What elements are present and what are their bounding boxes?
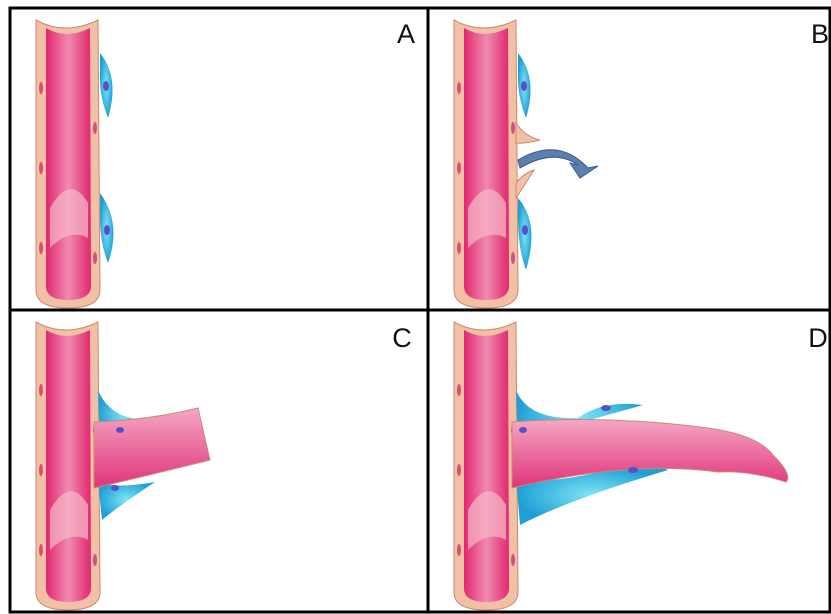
nucleus [116,427,124,433]
panel-label: B [811,19,829,49]
figure: A B C D [0,0,831,614]
branch [512,420,788,488]
panel-label: D [808,323,828,353]
nucleus [522,225,528,235]
endothelial-sprout [516,170,534,198]
panel-label: C [392,323,412,353]
vessel [36,322,100,610]
panel-c: C [36,322,412,610]
panel-b: B [454,19,829,308]
vessel [454,20,518,308]
nucleus [103,81,109,91]
nucleus [521,81,527,91]
nucleus [104,225,110,235]
endothelial-sprout [516,123,540,143]
vessel [454,322,518,610]
pericyte [98,480,155,520]
panel-d: D [454,322,828,610]
nucleus [601,405,611,411]
nucleus [111,485,119,491]
nucleus [519,427,527,433]
panel-a: A [36,19,415,308]
vessel [36,20,100,308]
nucleus [628,467,638,473]
panel-label: A [397,19,415,49]
